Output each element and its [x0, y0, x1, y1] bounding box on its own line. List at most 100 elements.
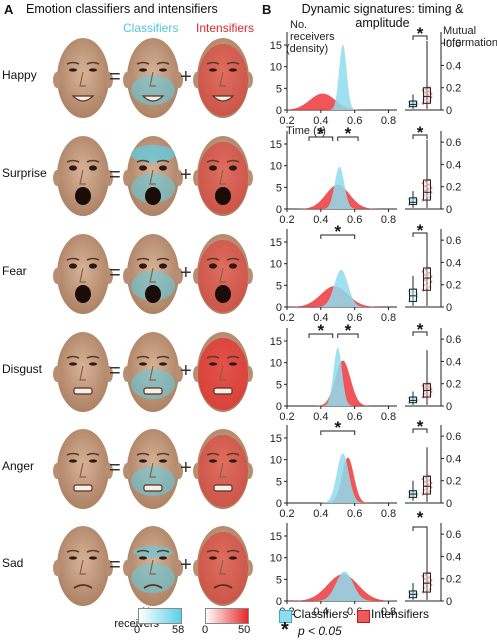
- mi-tick-label: 0: [446, 204, 452, 216]
- x-tick-label: 0.8: [381, 115, 396, 127]
- x-axis-label: Time (s): [286, 125, 326, 137]
- plus-sign: +: [180, 554, 192, 576]
- equals-sign: =: [109, 360, 121, 382]
- y-tick-label: 0: [276, 204, 282, 216]
- mi-box: [423, 87, 431, 104]
- legend-classifiers-swatch: [279, 610, 292, 623]
- plus-sign: +: [180, 164, 192, 186]
- emotion-label: Disgust: [2, 362, 43, 376]
- y-tick-label: 0: [276, 302, 282, 314]
- face-intensifier-map: [192, 522, 254, 619]
- mi-tick-label: 0.2: [446, 182, 461, 194]
- intensifier-mi-point: [423, 480, 427, 484]
- right-axis-label-line1: Mutual: [443, 25, 476, 37]
- intensifier-mi-point: [427, 271, 431, 275]
- mi-significance-bracket: [412, 526, 428, 531]
- equals-sign: =: [109, 66, 121, 88]
- mi-tick-label: 0: [446, 596, 452, 608]
- equals-sign: =: [109, 554, 121, 576]
- x-tick-label: 0.8: [381, 411, 396, 423]
- intensifier-mi-point: [423, 91, 427, 94]
- face-classifier-map: [122, 132, 184, 229]
- intensifier-mi-point: [427, 385, 431, 389]
- face-classifier-map: [122, 34, 184, 131]
- face-intensifier-map: [192, 132, 254, 229]
- intensifier-mi-point: [423, 577, 427, 581]
- intensifier-mi-point: [423, 273, 427, 277]
- face-original: [52, 328, 114, 425]
- mi-tick-label: 0: [446, 302, 452, 314]
- x-tick-label: 0.2: [279, 411, 294, 423]
- emotion-label: Surprise: [2, 166, 47, 180]
- intensifier-mi-point: [423, 189, 427, 193]
- x-tick-label: 0.4: [313, 606, 328, 618]
- classifier-density-area: [287, 44, 397, 110]
- mi-box: [423, 475, 431, 495]
- mi-tick-label: 0.2: [446, 83, 461, 95]
- x-tick-label: 0.2: [279, 115, 294, 127]
- mi-significance-bracket: [412, 232, 428, 237]
- mi-significance-star: *: [417, 508, 424, 527]
- mi-tick-label: 0: [446, 498, 452, 510]
- classifier-density-area: [287, 453, 397, 503]
- panel-a-title: Emotion classifiers and intensifiers: [26, 2, 218, 16]
- panel-b-title: Dynamic signatures: timing & amplitude: [301, 2, 464, 30]
- mi-tick-label: 0.4: [446, 257, 461, 269]
- face-original: [52, 230, 114, 327]
- mi-tick-label: 0.4: [446, 453, 461, 465]
- classifier-colorbar: [138, 608, 182, 624]
- x-tick-label: 0.4: [313, 508, 328, 520]
- mi-box: [409, 197, 417, 206]
- mi-box: [423, 179, 431, 201]
- y-tick-label: 15: [270, 433, 282, 445]
- x-tick-label: 0.8: [381, 606, 396, 618]
- significance-bracket: [320, 234, 356, 239]
- mi-box: [409, 288, 417, 302]
- classifier-colorbar-min: 0: [134, 624, 141, 636]
- mi-tick-label: 0.6: [446, 529, 461, 541]
- y-tick-label: 10: [270, 161, 282, 173]
- significance-bracket: [337, 136, 359, 141]
- x-tick-label: 0.4: [313, 115, 328, 127]
- plus-sign: +: [180, 457, 192, 479]
- y-tick-label: 5: [276, 83, 282, 95]
- significance-bracket: [308, 333, 334, 338]
- panel-a-letter: A: [4, 2, 14, 17]
- plus-sign: +: [180, 66, 192, 88]
- y-tick-label: 15: [270, 336, 282, 348]
- intensifier-mi-point: [427, 89, 431, 93]
- significance-star: *: [318, 124, 325, 143]
- x-tick-label: 0.6: [347, 411, 362, 423]
- classifier-mi-point: [409, 291, 413, 295]
- significance-bracket: [320, 430, 356, 435]
- mi-tick-label: 0.6: [446, 431, 461, 443]
- emotion-label: Happy: [2, 68, 37, 82]
- equals-sign: =: [109, 457, 121, 479]
- mi-tick-label: 0.2: [446, 379, 461, 391]
- mi-significance-bracket: [412, 331, 428, 336]
- mi-tick-label: 0.6: [446, 38, 461, 50]
- significance-note: p < 0.05: [298, 624, 342, 638]
- y-tick-label: 15: [270, 139, 282, 151]
- face-classifier-map: [122, 328, 184, 425]
- y-tick-label: 0: [276, 401, 282, 413]
- face-intensifier-map: [192, 425, 254, 522]
- x-tick-label: 0.2: [279, 214, 294, 226]
- significance-star: *: [345, 124, 352, 143]
- classifier-mi-point: [413, 290, 417, 294]
- x-tick-label: 0.2: [279, 312, 294, 324]
- mi-tick-label: 0: [446, 401, 452, 413]
- mi-significance-star: *: [417, 123, 424, 142]
- legend-intensifiers-swatch: [357, 610, 370, 623]
- intensifier-mi-point: [423, 386, 427, 390]
- intensifier-colorbar-min: 0: [202, 624, 209, 636]
- mi-box: [409, 100, 417, 108]
- x-tick-label: 0.4: [313, 214, 328, 226]
- classifier-mi-point: [413, 490, 417, 494]
- y-tick-label: 10: [270, 62, 282, 74]
- mi-tick-label: 0.2: [446, 280, 461, 292]
- classifier-mi-point: [413, 100, 417, 104]
- classifier-density-area: [287, 269, 397, 307]
- face-intensifier-map: [192, 230, 254, 327]
